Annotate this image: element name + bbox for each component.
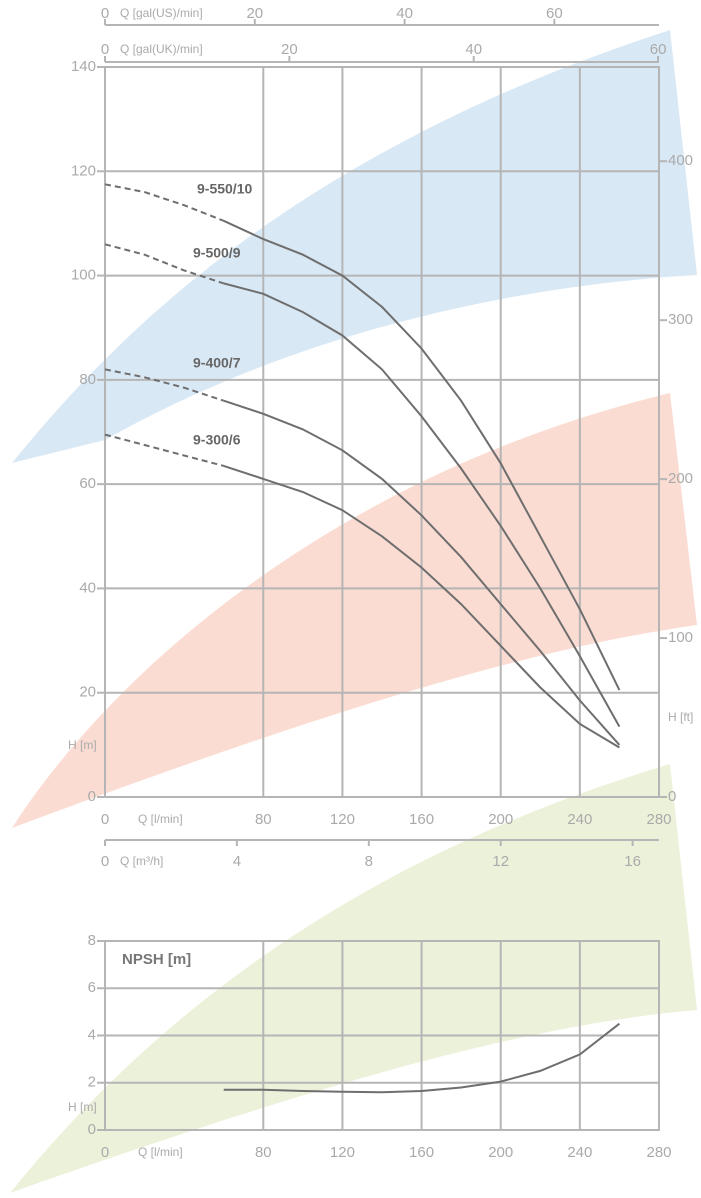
y-axis-label: H [m] (68, 738, 97, 752)
x-tick-label: 120 (330, 1144, 355, 1161)
curve-label: 9-300/6 (193, 432, 241, 448)
y2-tick-label: 300 (668, 311, 693, 328)
secondary-tick-label: 4 (233, 853, 241, 870)
curve-label: 9-500/9 (193, 245, 241, 261)
y2-tick-label: 200 (668, 470, 693, 487)
y2-tick-label: 0 (668, 788, 676, 805)
x-tick-label: 0 (101, 811, 109, 828)
secondary-axis-label: Q [m³/h] (120, 854, 163, 868)
y2-tick-label: 400 (668, 152, 693, 169)
x-tick-label: 160 (409, 811, 434, 828)
secondary-tick-label: 0 (101, 41, 109, 58)
dashed-curve (104, 433, 224, 467)
y-tick-label: 6 (88, 979, 96, 996)
x-tick-label: 240 (567, 1144, 592, 1161)
y-tick-label: 40 (79, 579, 96, 596)
y-tick-label: 8 (88, 932, 96, 949)
x-tick-label: 80 (255, 811, 272, 828)
x-tick-label: 240 (567, 811, 592, 828)
x-tick-label: 200 (488, 1144, 513, 1161)
secondary-tick-label: 60 (546, 5, 563, 22)
x-tick-label: 280 (646, 811, 671, 828)
y2-axis-label: H [ft] (668, 710, 693, 724)
y2-tick-label: 100 (668, 629, 693, 646)
secondary-tick-label: 20 (246, 5, 263, 22)
y-tick-label: 60 (79, 475, 96, 492)
y-tick-label: 0 (88, 788, 96, 805)
secondary-tick-label: 20 (281, 41, 298, 58)
x-tick-label: 0 (101, 1144, 109, 1161)
x-tick-label: 80 (255, 1144, 272, 1161)
secondary-tick-label: 60 (650, 41, 667, 58)
x-axis-label: Q [l/min] (138, 812, 183, 826)
curve-label: 9-400/7 (193, 355, 241, 371)
blue-band (12, 30, 697, 463)
chart-title: NPSH [m] (122, 951, 191, 968)
curve (223, 399, 621, 746)
dashed-curve (104, 183, 225, 222)
curve-label: 9-550/10 (197, 181, 252, 197)
secondary-axis-label: Q [gal(US)/min] (120, 6, 203, 20)
secondary-tick-label: 0 (101, 853, 109, 870)
y-tick-label: 4 (88, 1026, 96, 1043)
x-tick-label: 160 (409, 1144, 434, 1161)
secondary-tick-label: 16 (624, 853, 641, 870)
curve (223, 219, 621, 691)
curve (223, 464, 620, 749)
secondary-tick-label: 8 (365, 853, 373, 870)
y-tick-label: 2 (88, 1074, 96, 1091)
red-band (12, 393, 697, 828)
green-band (10, 764, 697, 1193)
y-tick-label: 0 (88, 1121, 96, 1138)
y-tick-label: 80 (79, 371, 96, 388)
x-tick-label: 120 (330, 811, 355, 828)
y-tick-label: 20 (79, 684, 96, 701)
secondary-tick-label: 40 (396, 5, 413, 22)
secondary-tick-label: 40 (465, 41, 482, 58)
dashed-curve (104, 243, 225, 285)
y-tick-label: 120 (71, 162, 96, 179)
x-tick-label: 200 (488, 811, 513, 828)
curve (223, 1022, 621, 1094)
x-axis-label: Q [l/min] (138, 1145, 183, 1159)
secondary-tick-label: 0 (101, 5, 109, 22)
secondary-axis-label: Q [gal(UK)/min] (120, 42, 203, 56)
dashed-curve (104, 368, 225, 402)
x-tick-label: 280 (646, 1144, 671, 1161)
y-axis-label: H [m] (68, 1100, 97, 1114)
y-tick-label: 140 (71, 58, 96, 75)
y-tick-label: 100 (71, 267, 96, 284)
curve (223, 282, 621, 728)
secondary-tick-label: 12 (492, 853, 509, 870)
